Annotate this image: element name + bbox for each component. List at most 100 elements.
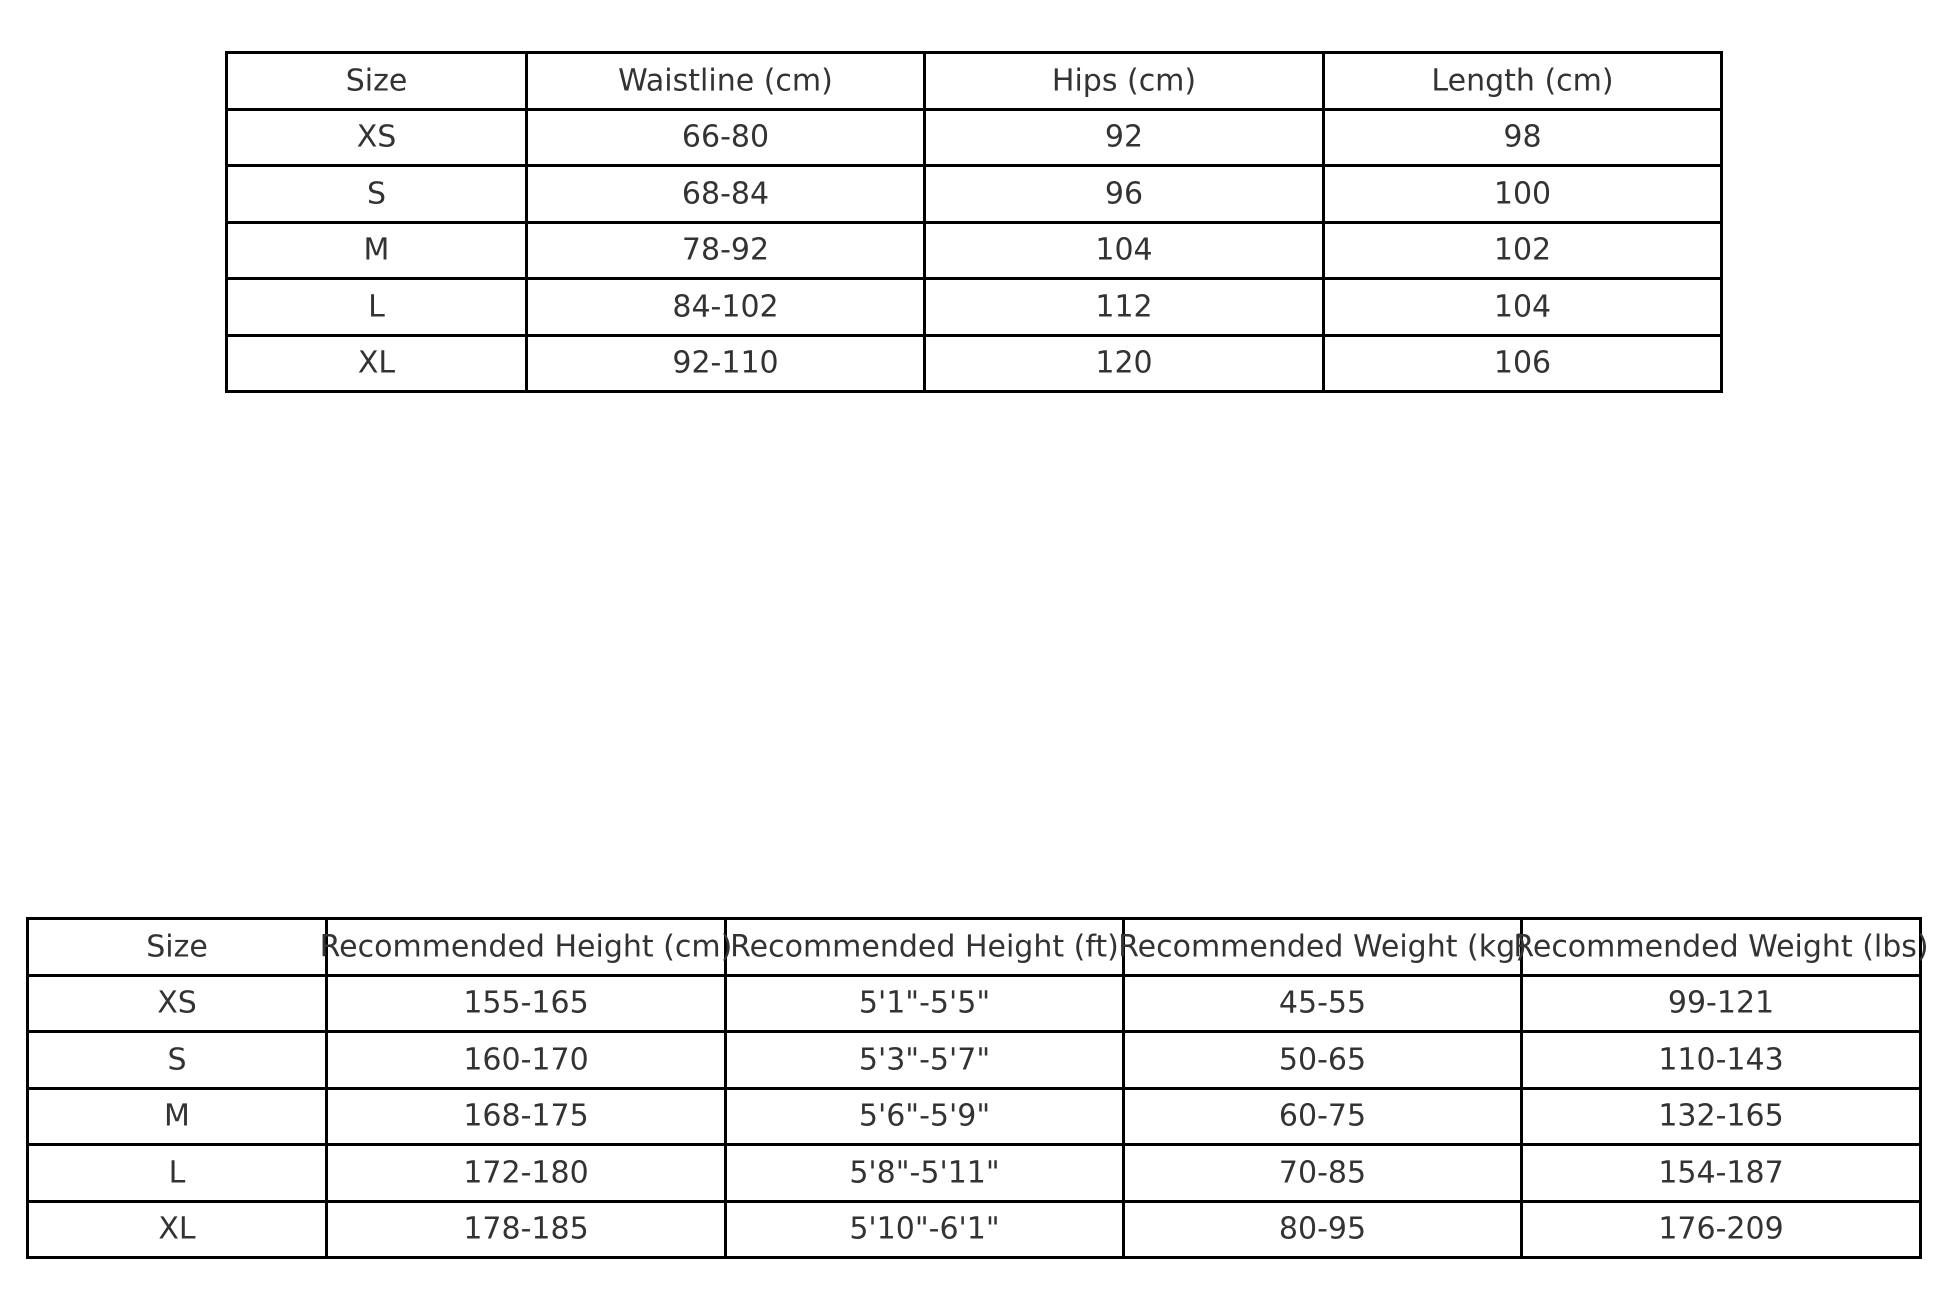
table-cell: 160-170 xyxy=(325,1030,727,1090)
cell-text: 60-75 xyxy=(1278,1098,1367,1134)
table-cell: 68-84 xyxy=(525,164,926,224)
table-row: XL 178-185 5'10"-6'1" 80-95 176-209 xyxy=(26,1199,1922,1259)
cell-text: S xyxy=(167,1042,187,1078)
table-cell: 172-180 xyxy=(325,1143,727,1203)
table-row: S 160-170 5'3"-5'7" 50-65 110-143 xyxy=(26,1030,1922,1090)
table-cell: 5'3"-5'7" xyxy=(724,1030,1125,1090)
table-cell: 70-85 xyxy=(1122,1143,1523,1203)
cell-text: 50-65 xyxy=(1278,1042,1367,1078)
cell-text: Recommended Height (cm) xyxy=(319,929,733,965)
column-header: Hips (cm) xyxy=(923,51,1325,111)
table-cell: 168-175 xyxy=(325,1086,727,1146)
table-cell: 155-165 xyxy=(325,973,727,1033)
cell-text: XS xyxy=(157,985,197,1021)
cell-text: 5'10"-6'1" xyxy=(849,1211,1000,1247)
cell-text: L xyxy=(368,289,385,325)
table-cell: 50-65 xyxy=(1122,1030,1523,1090)
table-row: L 172-180 5'8"-5'11" 70-85 154-187 xyxy=(26,1143,1922,1203)
table-cell: 78-92 xyxy=(525,220,926,280)
column-header: Length (cm) xyxy=(1322,51,1723,111)
table-cell: S xyxy=(225,164,528,224)
column-header: Size xyxy=(225,51,528,111)
cell-text: Size xyxy=(345,63,408,99)
cell-text: 176-209 xyxy=(1658,1211,1784,1247)
table-cell: L xyxy=(225,277,528,337)
cell-text: 5'6"-5'9" xyxy=(858,1098,991,1134)
cell-text: XL xyxy=(158,1211,196,1247)
cell-text: 132-165 xyxy=(1658,1098,1784,1134)
column-header: Recommended Height (cm) xyxy=(320,917,732,977)
cell-text: 160-170 xyxy=(463,1042,589,1078)
cell-text: 155-165 xyxy=(463,985,589,1021)
table-row: XS 155-165 5'1"-5'5" 45-55 99-121 xyxy=(26,973,1922,1033)
table-cell: XL xyxy=(225,333,528,393)
table-row: M 78-92 104 102 xyxy=(225,220,1723,280)
cell-text: 98 xyxy=(1503,119,1542,155)
cell-text: 70-85 xyxy=(1278,1155,1367,1191)
cell-text: M xyxy=(363,232,390,268)
cell-text: 5'8"-5'11" xyxy=(849,1155,1000,1191)
table-cell: 100 xyxy=(1322,164,1723,224)
table-cell: 5'10"-6'1" xyxy=(724,1199,1125,1259)
cell-text: 112 xyxy=(1095,289,1153,325)
cell-text: 5'1"-5'5" xyxy=(858,985,991,1021)
cell-text: XS xyxy=(356,119,397,155)
table-cell: 102 xyxy=(1322,220,1723,280)
table-cell: 5'1"-5'5" xyxy=(724,973,1125,1033)
cell-text: 5'3"-5'7" xyxy=(858,1042,991,1078)
column-header: Recommended Weight (kg) xyxy=(1118,917,1527,977)
table-cell: 5'8"-5'11" xyxy=(724,1143,1125,1203)
cell-text: 80-95 xyxy=(1278,1211,1367,1247)
cell-text: 120 xyxy=(1095,345,1153,381)
table-cell: S xyxy=(26,1030,328,1090)
cell-text: 96 xyxy=(1104,176,1144,212)
cell-text: Size xyxy=(146,929,208,965)
table-row: L 84-102 112 104 xyxy=(225,277,1723,337)
table-row: M 168-175 5'6"-5'9" 60-75 132-165 xyxy=(26,1086,1922,1146)
table-row: XL 92-110 120 106 xyxy=(225,333,1723,393)
table-cell: 96 xyxy=(923,164,1325,224)
cell-text: Hips (cm) xyxy=(1051,63,1197,99)
table-cell: 99-121 xyxy=(1520,973,1922,1033)
cell-text: XL xyxy=(357,345,396,381)
table-cell: 104 xyxy=(923,220,1325,280)
table-cell: 92 xyxy=(923,107,1325,167)
table-cell: 92-110 xyxy=(525,333,926,393)
cell-text: Recommended Weight (lbs) xyxy=(1513,929,1929,965)
table-cell: 104 xyxy=(1322,277,1723,337)
cell-text: 45-55 xyxy=(1278,985,1367,1021)
table-row: XS 66-80 92 98 xyxy=(225,107,1723,167)
cell-text: 78-92 xyxy=(681,232,770,268)
cell-text: 168-175 xyxy=(463,1098,589,1134)
column-header: Waistline (cm) xyxy=(525,51,926,111)
cell-text: 102 xyxy=(1493,232,1552,268)
table-cell: 5'6"-5'9" xyxy=(724,1086,1125,1146)
measurements-table: Size Waistline (cm) Hips (cm) Length (cm) XS… xyxy=(225,51,1723,393)
cell-text: 104 xyxy=(1493,289,1552,325)
cell-text: L xyxy=(168,1155,186,1191)
table-cell: M xyxy=(225,220,528,280)
table-cell: L xyxy=(26,1143,328,1203)
cell-text: 154-187 xyxy=(1658,1155,1784,1191)
cell-text: 99-121 xyxy=(1667,985,1775,1021)
cell-text: 104 xyxy=(1095,232,1153,268)
table-cell: 178-185 xyxy=(325,1199,727,1259)
recommendation-table: Size Recommended Height (cm) Recommended H… xyxy=(26,917,1929,1259)
cell-text: 110-143 xyxy=(1658,1042,1784,1078)
cell-text: Waistline (cm) xyxy=(618,63,833,99)
cell-text: 172-180 xyxy=(463,1155,589,1191)
table-cell: 154-187 xyxy=(1520,1143,1922,1203)
table-cell: 176-209 xyxy=(1520,1199,1922,1259)
table-cell: 98 xyxy=(1322,107,1723,167)
table-cell: M xyxy=(26,1086,328,1146)
cell-text: 84-102 xyxy=(672,289,779,325)
table-cell: 120 xyxy=(923,333,1325,393)
column-header: Size xyxy=(26,917,328,977)
cell-text: 68-84 xyxy=(681,176,770,212)
table-cell: 84-102 xyxy=(525,277,926,337)
cell-text: 100 xyxy=(1493,176,1552,212)
cell-text: Length (cm) xyxy=(1431,63,1614,99)
cell-text: 92 xyxy=(1104,119,1144,155)
header-row: Size Recommended Height (cm) Recommended H… xyxy=(26,917,1929,977)
table-cell: 66-80 xyxy=(525,107,926,167)
